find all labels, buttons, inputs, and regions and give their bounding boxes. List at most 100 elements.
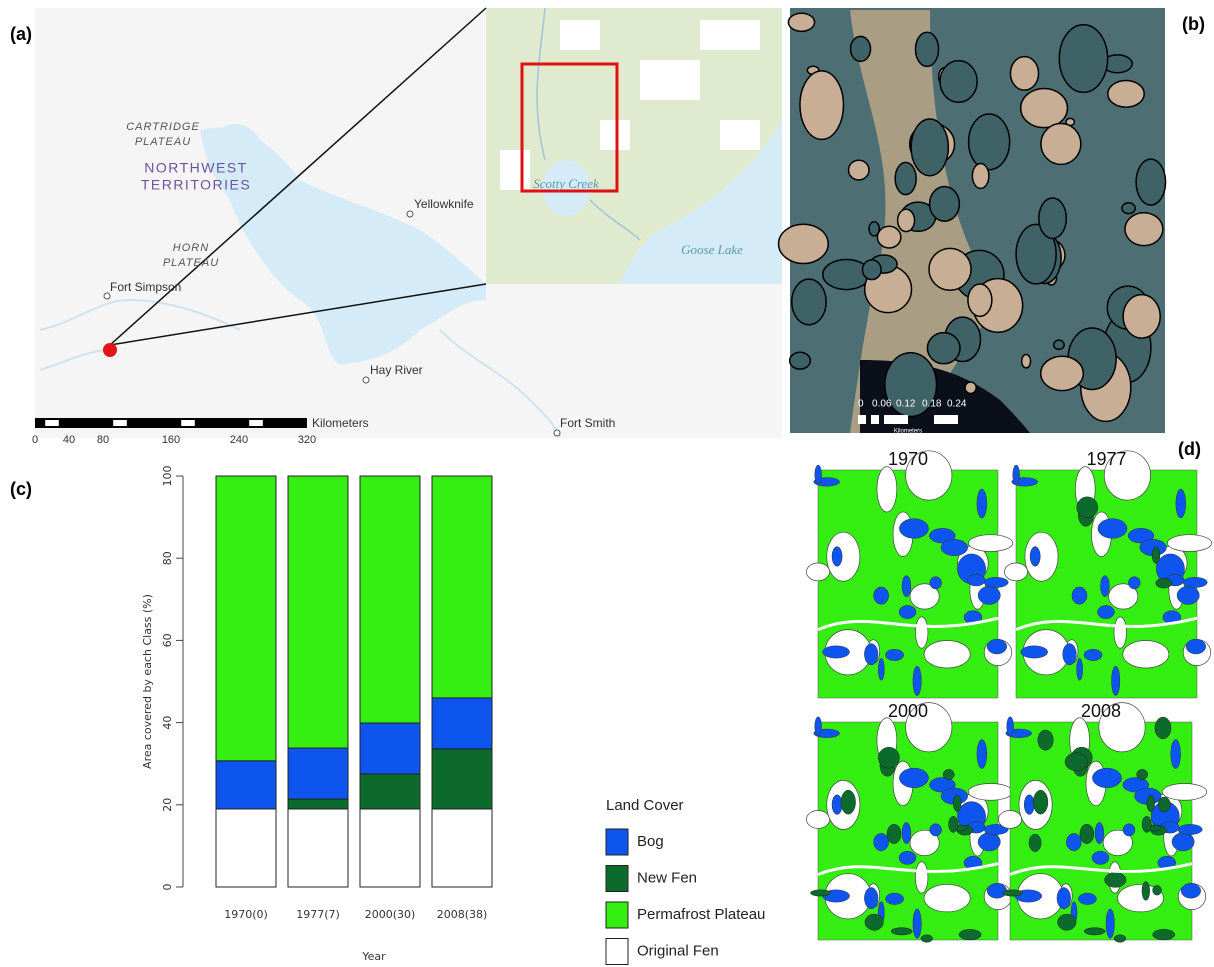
new-fen-area xyxy=(949,816,958,832)
bog-area xyxy=(977,489,987,518)
scale-tick-label: 240 xyxy=(230,434,248,446)
patch xyxy=(911,119,948,176)
new-fen-area xyxy=(1080,824,1094,843)
new-fen-area xyxy=(1137,769,1148,779)
patch xyxy=(898,209,915,231)
scale-segment xyxy=(858,415,866,424)
scale-tick-label: 160 xyxy=(162,434,180,446)
bog-area xyxy=(1021,646,1048,658)
bog-area xyxy=(984,577,1008,587)
scale-tick-label: 0 xyxy=(32,434,38,446)
patch xyxy=(1039,198,1066,238)
bar-segment xyxy=(360,809,420,887)
y-tick-label: 40 xyxy=(161,716,174,730)
site-label: Scotty Creek xyxy=(533,176,599,191)
new-fen-area xyxy=(1077,497,1098,518)
patch xyxy=(1021,89,1068,128)
place-marker xyxy=(363,377,369,383)
patch xyxy=(800,71,844,140)
bog-area xyxy=(1171,740,1181,769)
new-fen-area xyxy=(1152,547,1160,563)
new-fen-area xyxy=(1153,929,1175,939)
x-tick-label: 2000(30) xyxy=(365,908,416,921)
new-fen-area xyxy=(1153,885,1162,895)
patch xyxy=(915,32,938,66)
new-fen-area xyxy=(1038,730,1053,750)
bog-area xyxy=(899,851,916,864)
new-fen-area xyxy=(1033,790,1048,814)
bog-area xyxy=(815,465,822,484)
panel-label: (b) xyxy=(1182,14,1205,34)
figure: (a) CARTRIDGE PLATEAU NORTHWEST TERRITOR… xyxy=(0,0,1214,967)
bog-area xyxy=(978,833,1000,851)
bar-segment xyxy=(432,698,492,749)
bog-area xyxy=(978,586,1000,604)
region-label: PLATEAU xyxy=(163,257,219,269)
bog-area xyxy=(1092,851,1109,864)
bog-area xyxy=(1072,587,1087,604)
patch xyxy=(1010,57,1038,91)
patch xyxy=(1054,340,1065,349)
new-fen-area xyxy=(953,795,961,811)
bog-area xyxy=(930,577,942,589)
bog-area xyxy=(987,883,1007,898)
region-label: CARTRIDGE xyxy=(126,121,200,133)
panel-label: (d) xyxy=(1178,439,1201,459)
stacked-bar-chart: 020406080100Area covered by each Class (… xyxy=(141,466,765,965)
fen-area xyxy=(806,563,829,581)
new-fen-area xyxy=(1029,834,1041,852)
patch xyxy=(1108,80,1144,107)
bog-area xyxy=(987,639,1007,654)
bar-segment xyxy=(288,476,348,748)
map-year: 2000 xyxy=(888,701,928,721)
legend-title: Land Cover xyxy=(606,797,684,814)
new-fen-area xyxy=(1142,816,1151,832)
scale-segment xyxy=(871,415,879,424)
scale-tick-label: 0.06 xyxy=(872,399,892,410)
bog-area xyxy=(902,576,911,597)
new-fen-area xyxy=(841,790,856,814)
scale-segment xyxy=(113,420,127,426)
bog-area xyxy=(815,717,822,736)
new-fen-area xyxy=(1058,914,1076,930)
bog-area xyxy=(864,887,878,908)
bog-area xyxy=(930,824,942,836)
bar-segment xyxy=(216,761,276,809)
x-tick-label: 1970(0) xyxy=(224,908,268,921)
region-label: PLATEAU xyxy=(135,136,191,148)
new-fen-area xyxy=(865,914,883,930)
patch xyxy=(930,186,960,221)
land-cover-maps: 1970 1977 2000 2008 xyxy=(806,449,1211,943)
fen-area xyxy=(1162,783,1206,800)
bog-area xyxy=(1066,833,1081,850)
place-label: Hay River xyxy=(370,363,423,377)
patch xyxy=(1041,124,1081,165)
new-fen-area xyxy=(810,890,830,896)
bog-area xyxy=(1084,649,1102,660)
bog-area xyxy=(885,893,903,904)
new-fen-area xyxy=(1065,753,1087,771)
y-tick-label: 0 xyxy=(161,884,174,891)
bog-area xyxy=(1123,824,1135,836)
map-year: 1977 xyxy=(1086,449,1126,469)
map-year: 2008 xyxy=(1081,701,1121,721)
fen-area xyxy=(968,783,1012,800)
bog-area xyxy=(1172,833,1194,851)
new-fen-area xyxy=(1155,717,1171,739)
bog-area xyxy=(1030,547,1040,567)
fen-area xyxy=(968,535,1012,552)
scale-tick-label: 0.18 xyxy=(922,399,942,410)
fen-area xyxy=(827,532,860,581)
y-tick-label: 60 xyxy=(161,633,174,647)
bog-area xyxy=(913,666,921,696)
fen-area xyxy=(877,467,897,512)
fen-area xyxy=(1114,617,1126,648)
bog-area xyxy=(1186,639,1206,654)
patch xyxy=(1123,295,1160,339)
territory-label: TERRITORIES xyxy=(141,177,251,193)
y-tick-label: 20 xyxy=(161,798,174,812)
patch xyxy=(965,382,976,393)
patch xyxy=(895,162,916,194)
map-year: 1970 xyxy=(888,449,928,469)
scale-tick-label: 40 xyxy=(63,434,75,446)
